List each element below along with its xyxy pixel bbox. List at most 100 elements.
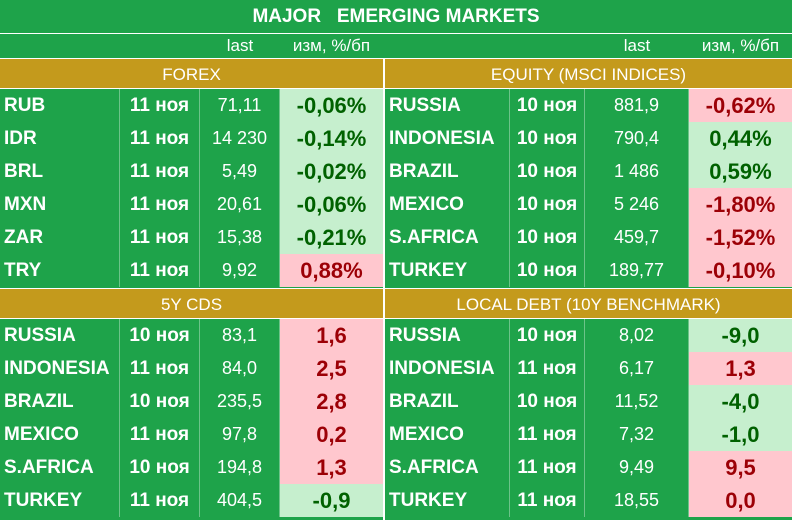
forex-date-cell: 11 ноя (120, 89, 200, 122)
forex-last-cell: 71,11 (200, 89, 280, 122)
equity-name-cell: TURKEY (385, 254, 510, 287)
debt-date-cell: 11 ноя (510, 418, 585, 451)
cds-name-cell: TURKEY (0, 484, 120, 517)
forex-last-cell: 15,38 (200, 221, 280, 254)
table-row: BRAZIL 10 ноя 1 486 0,59% (385, 155, 792, 188)
debt-date-cell: 10 ноя (510, 319, 585, 352)
cds-last-cell: 97,8 (200, 418, 280, 451)
equity-last-cell: 790,4 (585, 122, 689, 155)
table-row: RUSSIA 10 ноя 881,9 -0,62% (385, 89, 792, 122)
equity-change-cell: -1,80% (689, 188, 792, 221)
table-row: TURKEY 11 ноя 404,5 -0,9 (0, 484, 383, 517)
cds-change-cell: 1,3 (280, 451, 383, 484)
debt-name-cell: INDONESIA (385, 352, 510, 385)
cds-change-cell: 2,5 (280, 352, 383, 385)
debt-date-cell: 11 ноя (510, 352, 585, 385)
equity-name-cell: BRAZIL (385, 155, 510, 188)
table-row: S.AFRICA 10 ноя 194,8 1,3 (0, 451, 383, 484)
cds-name-cell: INDONESIA (0, 352, 120, 385)
col-change-header-left: изм, %/бп (292, 36, 371, 55)
table-row: IDR 11 ноя 14 230 -0,14% (0, 122, 383, 155)
table-row: INDONESIA 11 ноя 6,17 1,3 (385, 352, 792, 385)
forex-last-cell: 9,92 (200, 254, 280, 287)
cds-last-cell: 235,5 (200, 385, 280, 418)
table-row: RUB 11 ноя 71,11 -0,06% (0, 89, 383, 122)
forex-date-cell: 11 ноя (120, 188, 200, 221)
forex-change-cell: -0,02% (280, 155, 383, 188)
cds-date-cell: 10 ноя (120, 451, 200, 484)
table-row: TURKEY 11 ноя 18,55 0,0 (385, 484, 792, 517)
board-title: MAJOR EMERGING MARKETS (0, 0, 792, 34)
forex-last-cell: 20,61 (200, 188, 280, 221)
table-row: TRY 11 ноя 9,92 0,88% (0, 254, 383, 287)
debt-date-cell: 11 ноя (510, 451, 585, 484)
equity-date-cell: 10 ноя (510, 89, 585, 122)
cds-name-cell: RUSSIA (0, 319, 120, 352)
debt-name-cell: S.AFRICA (385, 451, 510, 484)
debt-change-cell: 1,3 (689, 352, 792, 385)
forex-name-cell: IDR (0, 122, 120, 155)
forex-change-cell: -0,21% (280, 221, 383, 254)
debt-change-cell: -9,0 (689, 319, 792, 352)
equity-date-cell: 10 ноя (510, 188, 585, 221)
equity-last-cell: 5 246 (585, 188, 689, 221)
table-row: MEXICO 11 ноя 97,8 0,2 (0, 418, 383, 451)
equity-last-cell: 881,9 (585, 89, 689, 122)
forex-name-cell: MXN (0, 188, 120, 221)
debt-change-cell: -4,0 (689, 385, 792, 418)
vertical-divider (383, 58, 385, 520)
debt-name-cell: TURKEY (385, 484, 510, 517)
debt-last-cell: 6,17 (585, 352, 689, 385)
cds-change-cell: 2,8 (280, 385, 383, 418)
cds-name-cell: BRAZIL (0, 385, 120, 418)
cds-date-cell: 10 ноя (120, 385, 200, 418)
table-row: S.AFRICA 10 ноя 459,7 -1,52% (385, 221, 792, 254)
cds-change-cell: 0,2 (280, 418, 383, 451)
equity-last-cell: 1 486 (585, 155, 689, 188)
forex-date-cell: 11 ноя (120, 254, 200, 287)
forex-last-cell: 14 230 (200, 122, 280, 155)
table-row: BRAZIL 10 ноя 11,52 -4,0 (385, 385, 792, 418)
section-title-debt: LOCAL DEBT (10Y BENCHMARK) (385, 288, 792, 319)
debt-name-cell: MEXICO (385, 418, 510, 451)
cds-date-cell: 11 ноя (120, 352, 200, 385)
debt-change-cell: 0,0 (689, 484, 792, 517)
equity-date-cell: 10 ноя (510, 221, 585, 254)
equity-last-cell: 459,7 (585, 221, 689, 254)
forex-change-cell: -0,06% (280, 188, 383, 221)
table-row: ZAR 11 ноя 15,38 -0,21% (0, 221, 383, 254)
cds-name-cell: S.AFRICA (0, 451, 120, 484)
forex-name-cell: ZAR (0, 221, 120, 254)
forex-date-cell: 11 ноя (120, 155, 200, 188)
debt-date-cell: 10 ноя (510, 385, 585, 418)
forex-name-cell: RUB (0, 89, 120, 122)
equity-name-cell: S.AFRICA (385, 221, 510, 254)
cds-last-cell: 84,0 (200, 352, 280, 385)
cds-last-cell: 194,8 (200, 451, 280, 484)
cds-name-cell: MEXICO (0, 418, 120, 451)
table-row: MEXICO 10 ноя 5 246 -1,80% (385, 188, 792, 221)
equity-change-cell: -0,62% (689, 89, 792, 122)
cds-date-cell: 10 ноя (120, 319, 200, 352)
debt-last-cell: 18,55 (585, 484, 689, 517)
table-row: S.AFRICA 11 ноя 9,49 9,5 (385, 451, 792, 484)
equity-change-cell: 0,59% (689, 155, 792, 188)
debt-name-cell: RUSSIA (385, 319, 510, 352)
equity-change-cell: -1,52% (689, 221, 792, 254)
forex-change-cell: -0,14% (280, 122, 383, 155)
section-title-forex: FOREX (0, 58, 383, 89)
col-last-header-left: last (226, 36, 254, 55)
debt-last-cell: 11,52 (585, 385, 689, 418)
table-row: INDONESIA 10 ноя 790,4 0,44% (385, 122, 792, 155)
forex-name-cell: BRL (0, 155, 120, 188)
equity-name-cell: MEXICO (385, 188, 510, 221)
cds-change-cell: 1,6 (280, 319, 383, 352)
table-row: RUSSIA 10 ноя 83,1 1,6 (0, 319, 383, 352)
debt-last-cell: 9,49 (585, 451, 689, 484)
col-change-header-right: изм, %/бп (701, 36, 780, 55)
table-row: MEXICO 11 ноя 7,32 -1,0 (385, 418, 792, 451)
equity-date-cell: 10 ноя (510, 254, 585, 287)
cds-last-cell: 404,5 (200, 484, 280, 517)
debt-name-cell: BRAZIL (385, 385, 510, 418)
